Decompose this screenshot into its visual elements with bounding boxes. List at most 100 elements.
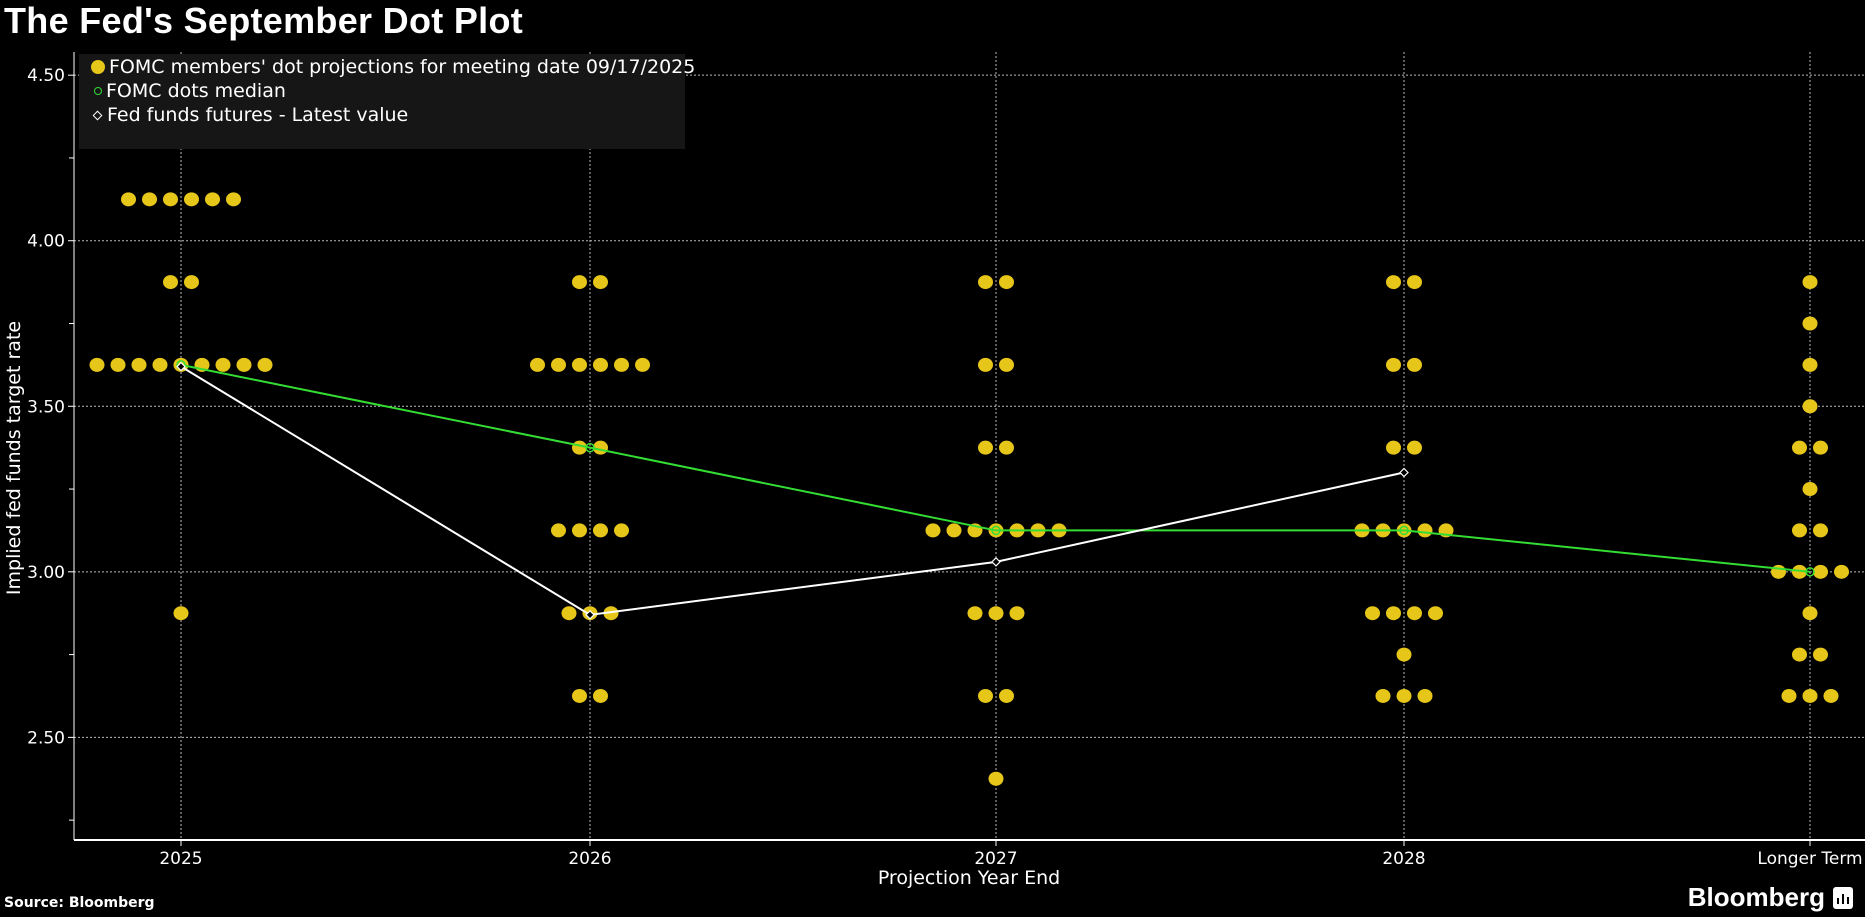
legend-item-dots: FOMC members' dot projections for meetin…	[91, 56, 695, 78]
bloomberg-chart-icon	[1833, 886, 1853, 909]
fomc-dot	[978, 275, 993, 290]
fomc-dot	[988, 606, 1004, 621]
fomc-dot	[551, 523, 566, 538]
legend-label-dots: FOMC members' dot projections for meetin…	[109, 56, 696, 78]
fomc-dot	[1396, 647, 1412, 662]
fomc-dot	[572, 275, 587, 290]
y-tick-label: 3.50	[27, 397, 65, 417]
fomc-dot	[1771, 564, 1786, 579]
fomc-dot	[593, 688, 608, 703]
y-tick-label: 3.00	[27, 563, 65, 583]
fomc-dot	[978, 688, 993, 703]
median-marker	[1805, 567, 1815, 577]
fomc-dot	[978, 357, 993, 372]
fomc-dot	[226, 192, 241, 207]
fomc-dot	[1813, 564, 1828, 579]
fomc-dot	[593, 523, 608, 538]
fomc-dot	[1802, 688, 1818, 703]
fomc-dot	[1802, 606, 1818, 621]
futures-line	[180, 365, 1405, 616]
fomc-dot	[593, 440, 608, 455]
fomc-dot	[614, 357, 629, 372]
y-tick-label: 2.50	[27, 728, 65, 748]
fomc-dot	[1813, 523, 1828, 538]
source-note: Source: Bloomberg	[4, 895, 155, 911]
legend-label-median: FOMC dots median	[106, 80, 286, 102]
fomc-dot	[184, 192, 199, 207]
fomc-dot	[1407, 357, 1422, 372]
legend: FOMC members' dot projections for meetin…	[79, 54, 695, 149]
fomc-dot	[184, 275, 199, 290]
futures-marker	[176, 361, 186, 372]
fomc-dot	[1375, 688, 1391, 703]
x-tick-label: 2027	[974, 849, 1017, 869]
futures-marker	[585, 610, 595, 620]
fomc-dot	[1407, 606, 1422, 621]
fomc-dot	[215, 357, 231, 372]
fomc-dot	[1802, 482, 1818, 497]
fomc-dot	[530, 357, 545, 372]
fomc-dot	[257, 357, 273, 372]
fomc-dot	[173, 606, 189, 621]
fomc-dot	[1428, 606, 1443, 621]
fomc-dot	[999, 275, 1014, 290]
fomc-dot	[999, 440, 1014, 455]
fomc-dot	[1386, 440, 1401, 455]
x-tick-label: 2028	[1382, 849, 1425, 869]
fomc-dot	[131, 357, 147, 372]
fomc-dot	[572, 440, 587, 455]
legend-label-futures: Fed funds futures - Latest value	[107, 104, 409, 126]
fomc-dot	[1834, 564, 1849, 579]
fomc-dot	[142, 192, 157, 207]
fomc-dot	[163, 192, 178, 207]
fomc-dot	[978, 440, 993, 455]
fomc-dot	[1009, 606, 1025, 621]
fomc-dot	[572, 523, 587, 538]
bloomberg-logo: Bloomberg	[1688, 882, 1853, 913]
fomc-dot	[1792, 440, 1807, 455]
fomc-dot	[1417, 688, 1433, 703]
fomc-dot	[89, 357, 105, 372]
fomc-dot	[593, 275, 608, 290]
fomc-dot	[999, 688, 1014, 703]
fomc-dot	[635, 357, 650, 372]
median-marker	[991, 525, 1001, 536]
legend-item-futures: Fed funds futures - Latest value	[91, 104, 408, 126]
fomc-dot	[988, 771, 1004, 786]
fomc-dot	[1396, 688, 1412, 703]
fomc-dot	[1792, 564, 1807, 579]
fomc-dot	[1781, 688, 1797, 703]
fomc-dot	[1802, 399, 1818, 414]
fomc-dot	[236, 357, 252, 372]
legend-dot-icon	[91, 60, 105, 74]
fomc-dot	[1417, 523, 1433, 538]
fomc-dot	[1802, 275, 1818, 290]
median-marker	[1399, 525, 1409, 536]
fomc-dot	[967, 606, 983, 621]
fomc-dot	[614, 523, 629, 538]
fomc-dot	[946, 523, 962, 538]
median-marker	[585, 442, 595, 453]
fomc-dot	[1386, 606, 1401, 621]
fomc-dot	[572, 357, 587, 372]
fomc-dot	[561, 606, 577, 621]
x-axis-label: Projection Year End	[878, 867, 1060, 889]
fomc-dot	[1365, 606, 1380, 621]
fomc-dot	[1407, 440, 1422, 455]
legend-item-median: FOMC dots median	[91, 80, 286, 102]
fomc-dot	[1386, 357, 1401, 372]
y-axis-label: Implied fed funds target rate	[3, 321, 25, 595]
fomc-dot	[572, 688, 587, 703]
fomc-dot	[1802, 357, 1818, 372]
legend-diamond-icon	[92, 110, 103, 120]
fomc-dot	[551, 357, 566, 372]
fomc-dot	[1792, 647, 1807, 662]
fomc-dot	[152, 357, 168, 372]
fomc-dot	[121, 192, 136, 207]
fomc-dot	[925, 523, 941, 538]
chart-title: The Fed's September Dot Plot	[4, 0, 524, 41]
fomc-dot	[1792, 523, 1807, 538]
futures-marker	[991, 557, 1001, 567]
fomc-dot	[999, 357, 1014, 372]
